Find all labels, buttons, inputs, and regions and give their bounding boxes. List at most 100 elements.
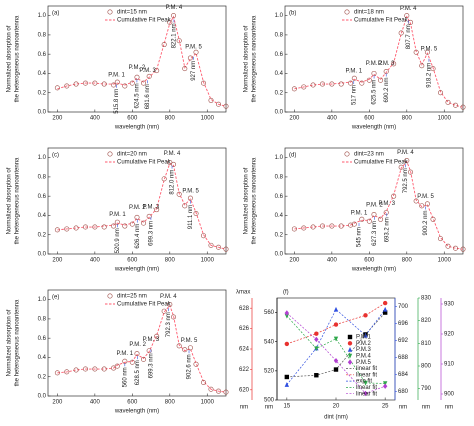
legend-label: linear fit [356, 385, 377, 391]
fit-line [57, 304, 227, 393]
y-tick-label: 0.2 [38, 374, 47, 380]
x-tick-label: 1000 [438, 258, 452, 264]
y-tick-label: 820 [421, 318, 432, 324]
fit-line [57, 162, 227, 250]
x-tick-label: 200 [52, 258, 63, 264]
fit-line [294, 160, 464, 250]
y-tick-label: 0.0 [275, 110, 284, 116]
y-tick-label: 930 [444, 302, 455, 308]
data-point [92, 224, 98, 230]
data-point [129, 221, 135, 227]
peak-name: P.M. 2 [129, 342, 146, 348]
x-tick-label: 1000 [438, 116, 452, 122]
data-point [141, 80, 147, 86]
peak-value-label: 902.6 nm [187, 354, 193, 379]
data-point [171, 13, 177, 19]
peak-name: P.M. 5 [421, 46, 438, 52]
data-point [319, 223, 325, 229]
x-tick-label: 400 [90, 258, 101, 264]
data-point [92, 80, 98, 86]
legend-marker [107, 151, 113, 157]
peak-name: P.M. 2 [366, 202, 383, 208]
legend-label: Cumulative Fit Peak [117, 302, 172, 308]
peak-value-label: 560 nm [122, 367, 128, 387]
y-tick-label: 540 [264, 339, 275, 345]
peak-name: P.M. 1 [351, 211, 368, 217]
x-tick-label: 800 [165, 400, 176, 406]
peak-value-label: 628.5 nm [135, 360, 141, 385]
fit-line [286, 315, 386, 384]
data-point [284, 313, 290, 319]
peak-name: P.M. 1 [109, 212, 126, 218]
fit-line [286, 312, 386, 394]
data-point [363, 313, 368, 318]
data-point [310, 82, 316, 88]
y-tick-label: 810 [421, 341, 432, 347]
data-point [404, 158, 410, 164]
y-tick-label: 0.8 [38, 174, 47, 180]
y-tick-label: 1.0 [38, 155, 47, 161]
y-tick-label: 688 [398, 355, 409, 361]
data-point [223, 389, 229, 395]
panel-label: (d) [289, 153, 296, 159]
legend-label: Cumulative Fit Peak [354, 160, 409, 166]
legend-marker [347, 334, 353, 340]
y-tick-label: 620 [239, 387, 250, 393]
data-point [141, 220, 147, 226]
data-point [445, 99, 451, 105]
data-point [398, 30, 404, 36]
plot-frame [47, 147, 227, 255]
peak-name: P.M. 4 [166, 5, 183, 11]
data-point [122, 358, 128, 364]
x-tick-label: 400 [327, 258, 338, 264]
y-tick-label: 800 [421, 364, 432, 370]
x-tick-label: 600 [364, 116, 375, 122]
y-tick-label: 520 [264, 368, 275, 374]
y-axis-label: the heterogeneous nanoantenna [15, 15, 21, 102]
data-point [101, 224, 107, 230]
data-point [129, 359, 135, 365]
data-point [176, 191, 182, 197]
peak-name: P.M. 2 [366, 61, 383, 67]
data-point [284, 374, 290, 380]
data-point [154, 207, 160, 213]
data-point [208, 242, 214, 248]
peak-value-label: 812.0 nm [170, 170, 176, 195]
legend-label: dint=25 nm [117, 294, 147, 300]
y-tick-label: 0.8 [275, 174, 284, 180]
data-point [413, 49, 419, 55]
peak-value-label: 624.5 nm [134, 83, 140, 108]
peak-value-label: 699.3 nm [148, 353, 154, 378]
data-point [301, 225, 307, 231]
legend-marker [344, 151, 350, 157]
y-tick-label: 0.4 [38, 355, 47, 361]
y-tick-label: 0.0 [38, 110, 47, 116]
data-point [82, 366, 88, 372]
axis-unit: nm [445, 405, 453, 411]
data-point [146, 348, 152, 354]
data-point [216, 101, 222, 107]
x-axis-label: wavelength (nm) [114, 125, 159, 131]
peak-name: P.M. 4 [397, 150, 414, 156]
legend-marker [347, 359, 353, 365]
data-point [82, 224, 88, 230]
y-tick-label: 0.6 [275, 194, 284, 200]
y-tick-label: 0.4 [38, 213, 47, 219]
data-point [363, 380, 368, 386]
x-tick-label: 1000 [201, 116, 215, 122]
data-point [182, 66, 188, 72]
peak-value-label: 520.9 nm [115, 228, 121, 253]
x-tick-label: 600 [364, 258, 375, 264]
y-axis-label: Normalized absorption of [7, 25, 13, 92]
data-point [134, 214, 140, 220]
x-axis-label: dint (nm) [324, 415, 348, 421]
y-tick-label: 696 [398, 321, 409, 327]
legend-marker [347, 347, 353, 352]
y-tick-label: 790 [421, 386, 432, 392]
data-point [333, 367, 339, 372]
data-point [64, 83, 70, 89]
legend-label: dint=15 nm [117, 10, 147, 16]
peak-value-label: 807.7 nm [406, 24, 412, 49]
data-point [333, 306, 339, 312]
peak-name: P.M. 3 [378, 61, 395, 67]
